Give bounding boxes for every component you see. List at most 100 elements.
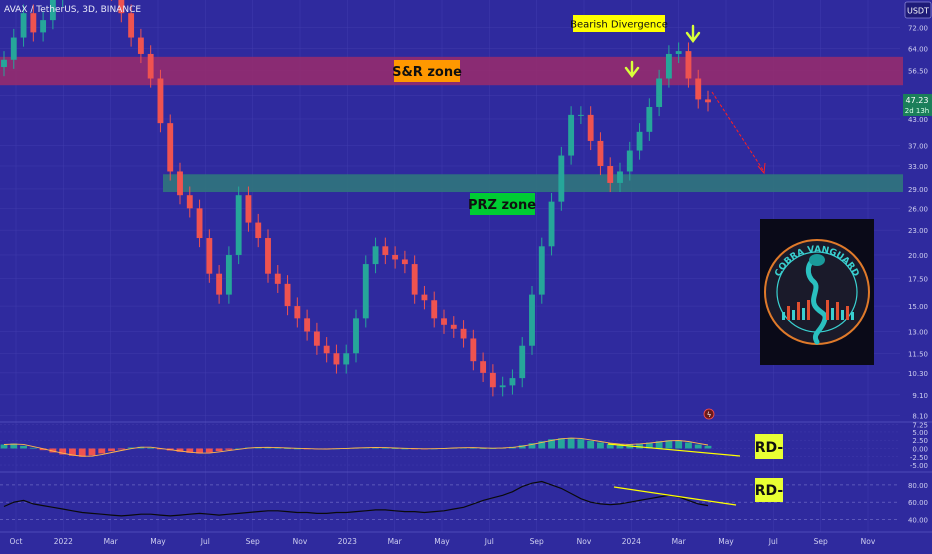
candle-body (333, 353, 340, 365)
macd-bar (694, 444, 702, 449)
candle-body (656, 78, 663, 107)
candle-body (421, 294, 428, 301)
candle-body (382, 246, 389, 255)
time-tick-label: Jul (484, 537, 494, 546)
macd-tick-label: -2.50 (910, 454, 928, 462)
time-tick-label: Nov (861, 537, 876, 546)
candle-body (450, 324, 457, 329)
candle-body (568, 114, 575, 156)
bearish-divergence-label: Bearish Divergence (570, 15, 668, 32)
time-tick-label: Jul (768, 537, 778, 546)
candle-body (216, 273, 223, 295)
candle-body (636, 131, 643, 151)
macd-bar (528, 443, 536, 449)
macd-bar (548, 439, 555, 449)
last-price-tag: 47.23 2d 13h (903, 94, 932, 116)
candle-body (392, 254, 399, 260)
candle-body (509, 378, 516, 386)
candle-body (499, 385, 506, 388)
candle-body (10, 37, 17, 60)
rsi-tick-label: 60.00 (908, 499, 928, 507)
macd-bar (196, 448, 203, 454)
candle-body (480, 361, 487, 373)
price-axis[interactable]: 72.0064.0056.5049.0043.0037.0033.0029.00… (908, 24, 928, 420)
candle-body (118, 0, 125, 14)
candle-body (265, 238, 271, 274)
macd-bar (645, 442, 653, 449)
macd-bar (636, 443, 643, 449)
price-tick-label: 64.00 (908, 45, 928, 53)
macd-bar (98, 448, 106, 454)
price-tick-label: 8.10 (912, 413, 928, 421)
macd-bar (675, 440, 683, 449)
macd-bar (685, 442, 692, 449)
logo-bar (846, 306, 849, 320)
time-tick-label: 2022 (54, 537, 73, 546)
macd-bar (264, 447, 272, 449)
price-tick-label: 17.50 (908, 276, 928, 284)
rsi-tick-label: 40.00 (908, 516, 928, 524)
rd-macd-label: RD- (755, 434, 783, 459)
price-tick-label: 43.00 (908, 116, 928, 124)
price-tick-label: 13.00 (908, 329, 928, 337)
macd-pane: 7.255.002.500.00-2.50-5.00 (0, 421, 932, 470)
candle-body (49, 0, 56, 21)
macd-bar (606, 443, 614, 449)
logo-bar (851, 312, 854, 320)
macd-divergence-line (607, 443, 741, 457)
macd-bar (88, 448, 96, 456)
candle-body (167, 123, 174, 172)
rsi-pane: 80.00 60.00 40.00 (0, 471, 932, 524)
macd-bar (69, 448, 76, 456)
candle-body (1, 59, 7, 68)
candle-body (245, 195, 252, 223)
logo-bar (841, 310, 844, 320)
candle-body (431, 300, 438, 319)
macd-bar (567, 437, 575, 449)
rsi-tick-label: 80.00 (908, 482, 928, 490)
time-tick-label: 2023 (338, 537, 357, 546)
candle-body (441, 318, 447, 325)
price-zone (163, 174, 903, 193)
macd-bar (381, 447, 389, 449)
currency-tag[interactable]: USDT (904, 1, 932, 19)
price-tick-label: 23.00 (908, 227, 928, 235)
price-tick-label: 11.50 (908, 350, 928, 358)
macd-bar (127, 447, 135, 449)
prz-zone-label: PRZ zone (468, 193, 536, 215)
candle-body (284, 283, 291, 307)
candle-body (30, 13, 37, 33)
macd-bar (538, 441, 546, 449)
time-tick-label: Mar (672, 537, 687, 546)
candle-body (186, 195, 193, 209)
price-tick-label: 29.00 (908, 186, 928, 194)
candle-body (617, 171, 623, 183)
macd-bar (704, 445, 712, 449)
rd-rsi-label: RD- (755, 478, 784, 502)
candle-body (587, 114, 594, 141)
logo-bar (792, 310, 795, 320)
time-tick-label: Nov (293, 537, 308, 546)
svg-text:USDT: USDT (907, 7, 929, 16)
price-tick-label: 72.00 (908, 24, 928, 32)
svg-text:RD-: RD- (755, 483, 784, 499)
candle-body (20, 13, 27, 38)
macd-tick-label: 0.00 (912, 445, 928, 453)
macd-bar (557, 438, 565, 449)
time-axis[interactable]: Oct 2022 Mar May Jul Sep Nov 2023 Mar May Jul Sep No… (0, 531, 932, 546)
alert-icon[interactable]: ϟ (703, 408, 715, 420)
time-tick-label: Mar (104, 537, 119, 546)
candle-body (147, 53, 154, 79)
macd-bar (597, 442, 604, 449)
macd-bar (401, 448, 409, 450)
candle-body (401, 259, 408, 265)
candle-body (137, 37, 144, 54)
candle-body (157, 78, 164, 124)
candle-body (323, 345, 330, 354)
macd-signal-line (3, 437, 709, 457)
candle-body (705, 99, 711, 103)
candle-body (294, 306, 301, 319)
logo-bar (807, 300, 810, 320)
